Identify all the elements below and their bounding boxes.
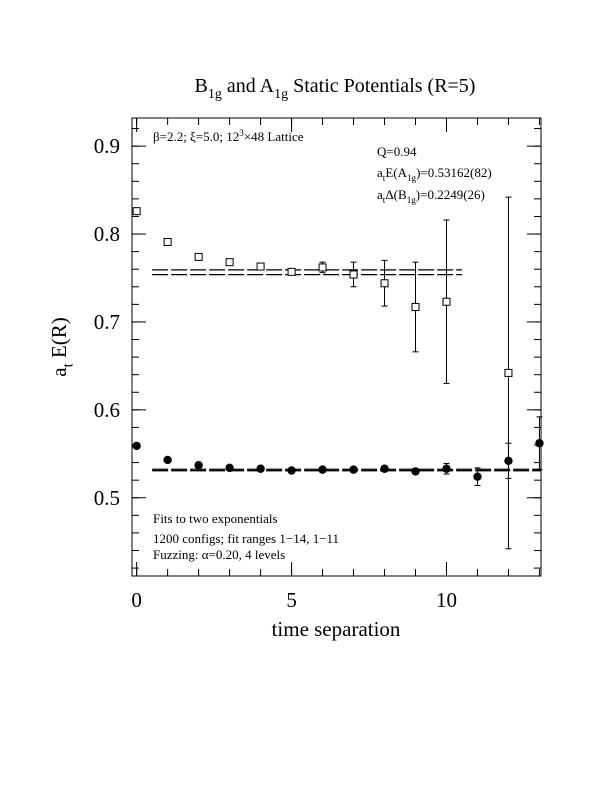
y-tick-label: 0.5 bbox=[94, 486, 120, 510]
marker bbox=[473, 472, 482, 481]
y-tick-label: 0.8 bbox=[94, 222, 120, 246]
marker bbox=[380, 279, 389, 288]
annotation: atE(A1g)=0.53162(82) bbox=[377, 165, 492, 183]
chart-title: B1g and A1g Static Potentials (R=5) bbox=[195, 75, 476, 102]
x-tick-label: 5 bbox=[286, 588, 297, 612]
x-tick-label: 0 bbox=[131, 588, 142, 612]
y-tick-label: 0.6 bbox=[94, 398, 120, 422]
annotation: Fuzzing: α=0.20, 4 levels bbox=[153, 547, 285, 562]
annotation: Fits to two exponentials bbox=[153, 511, 278, 526]
marker bbox=[256, 262, 265, 271]
marker bbox=[132, 207, 141, 216]
marker bbox=[225, 258, 234, 267]
marker bbox=[287, 466, 296, 475]
marker bbox=[442, 297, 451, 306]
annotation: β=2.2; ξ=5.0; 123×48 Lattice bbox=[153, 128, 304, 144]
marker bbox=[504, 456, 513, 466]
marker bbox=[132, 441, 141, 451]
marker bbox=[163, 237, 172, 246]
marker bbox=[163, 455, 172, 465]
marker bbox=[349, 465, 358, 474]
plot-frame bbox=[131, 117, 542, 577]
x-axis-label: time separation bbox=[272, 617, 401, 641]
x-tick-label: 10 bbox=[436, 588, 457, 612]
marker bbox=[349, 270, 358, 279]
marker bbox=[287, 267, 296, 276]
marker bbox=[256, 464, 265, 473]
y-tick-label: 0.7 bbox=[94, 310, 120, 334]
marker bbox=[411, 467, 420, 476]
marker bbox=[225, 463, 234, 473]
annotation: atΔ(B1g)=0.2249(26) bbox=[377, 187, 485, 205]
y-axis-label: at E(R) bbox=[47, 317, 76, 377]
marker bbox=[380, 464, 389, 473]
annotation: 1200 configs; fit ranges 1−14, 1−11 bbox=[153, 531, 339, 546]
marker bbox=[411, 303, 420, 312]
annotation: Q=0.94 bbox=[377, 144, 417, 159]
marker bbox=[194, 252, 203, 261]
marker bbox=[535, 439, 544, 448]
marker bbox=[318, 263, 327, 272]
marker bbox=[194, 461, 203, 470]
marker bbox=[504, 368, 513, 377]
y-tick-label: 0.9 bbox=[94, 134, 120, 158]
marker bbox=[318, 465, 327, 474]
marker bbox=[442, 464, 451, 473]
